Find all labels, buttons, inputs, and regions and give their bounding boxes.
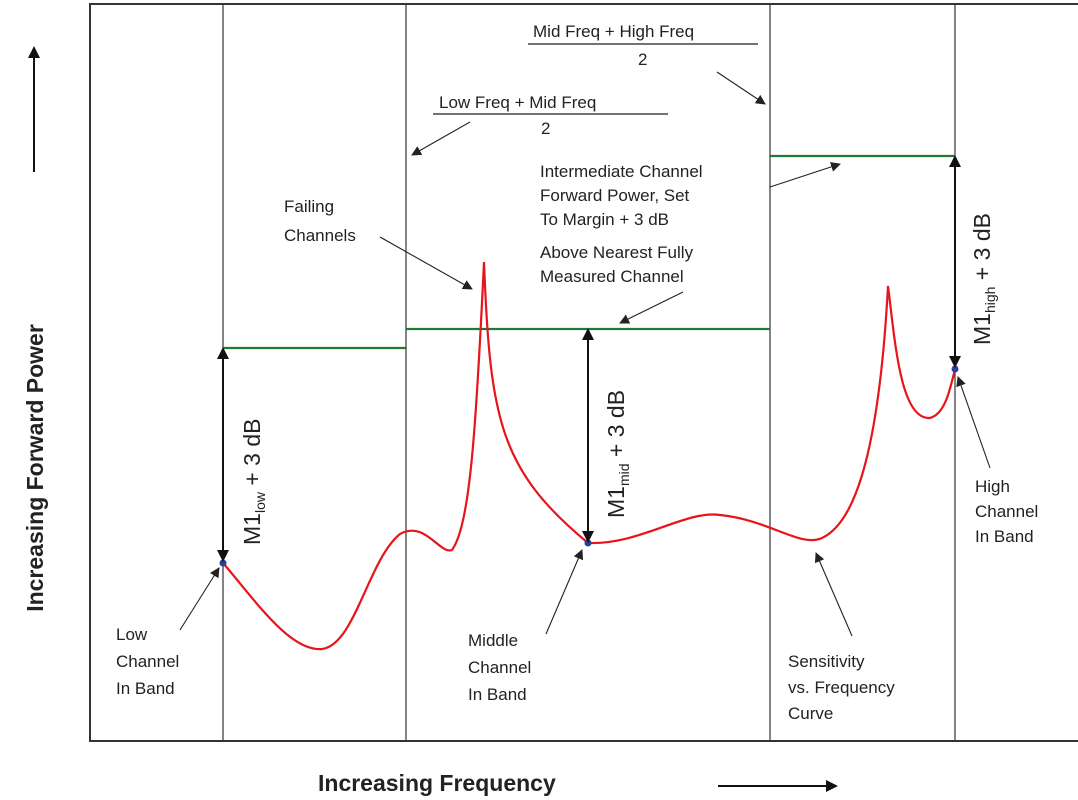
formula-mid-high: Mid Freq + High Freq 2 (528, 22, 758, 69)
arrow-sensitivity-curve (814, 552, 853, 637)
point-high-channel (951, 365, 959, 373)
arrow-mid-high-formula (716, 71, 766, 105)
arrow-intermediate-high (769, 162, 841, 188)
point-low-channel (219, 559, 227, 567)
note-sensitivity-curve: Sensitivity vs. Frequency Curve (788, 652, 900, 723)
sensitivity-curve (222, 261, 957, 651)
note-intermediate-power: Intermediate Channel Forward Power, Set … (540, 162, 707, 286)
arrow-middle-channel (545, 549, 584, 635)
note-low-channel: Low Channel In Band (116, 625, 184, 698)
arrow-low-channel (179, 567, 220, 631)
svg-text:2: 2 (638, 50, 647, 69)
point-mid-channel (584, 539, 592, 547)
margin-label-low: M1low + 3 dB (239, 419, 268, 546)
note-failing-channels: Failing Channels (284, 197, 356, 245)
y-axis-label: Increasing Forward Power (22, 324, 48, 612)
svg-text:2: 2 (541, 119, 550, 138)
arrow-high-channel (956, 376, 991, 469)
plot-frame (89, 3, 1078, 742)
arrow-intermediate-mid (619, 291, 684, 324)
formula-low-mid: Low Freq + Mid Freq 2 (433, 93, 668, 138)
arrow-low-mid-formula (411, 121, 471, 156)
svg-text:Low Freq + Mid Freq: Low Freq + Mid Freq (439, 93, 596, 112)
margin-label-mid: M1mid + 3 dB (603, 390, 632, 518)
annotation-arrows (179, 71, 991, 637)
arrow-failing-channels (379, 236, 473, 290)
margin-label-high: M1high + 3 dB (969, 213, 998, 345)
note-middle-channel: Middle Channel In Band (468, 631, 536, 704)
svg-text:Mid Freq + High Freq: Mid Freq + High Freq (533, 22, 694, 41)
x-axis-label: Increasing Frequency (318, 770, 556, 796)
note-high-channel: High Channel In Band (975, 477, 1043, 546)
